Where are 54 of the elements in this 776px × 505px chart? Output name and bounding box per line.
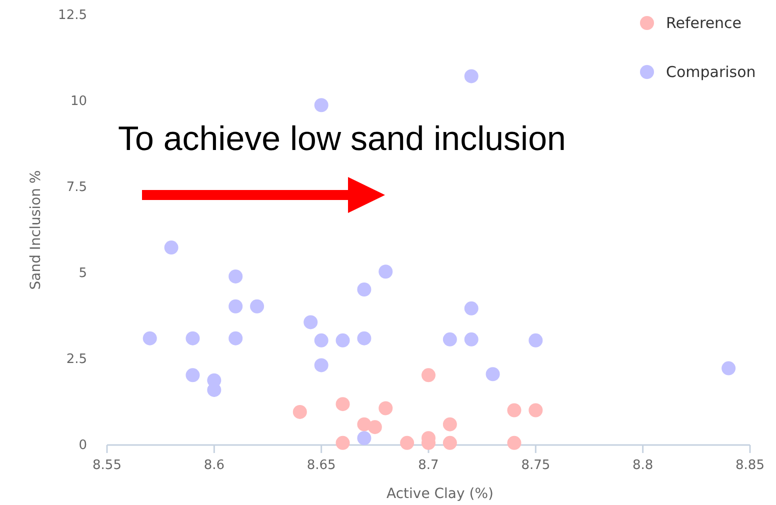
point bbox=[304, 315, 318, 330]
point bbox=[357, 431, 372, 446]
point bbox=[292, 404, 307, 419]
y-tick-label: 2.5 bbox=[66, 352, 87, 367]
point bbox=[228, 331, 243, 346]
point bbox=[464, 301, 478, 316]
point bbox=[357, 282, 372, 297]
point bbox=[442, 436, 457, 450]
x-axis-title: Active Clay (%) bbox=[386, 486, 494, 502]
y-tick-label: 0 bbox=[78, 438, 87, 453]
point bbox=[442, 417, 457, 432]
y-tick-label: 5 bbox=[78, 266, 87, 281]
x-tick-label: 8.75 bbox=[521, 458, 550, 473]
point bbox=[507, 436, 522, 450]
point bbox=[368, 420, 382, 434]
point bbox=[400, 436, 414, 450]
point bbox=[464, 332, 478, 346]
point bbox=[378, 264, 393, 279]
point bbox=[228, 299, 243, 314]
y-tick-label: 12.5 bbox=[58, 8, 87, 23]
point bbox=[357, 331, 372, 346]
y-tick-label: 7.5 bbox=[66, 180, 87, 195]
point bbox=[228, 269, 243, 284]
x-tick-label: 8.7 bbox=[418, 458, 439, 473]
y-axis-title: Sand Inclusion % bbox=[28, 170, 44, 290]
point bbox=[142, 331, 157, 346]
annotation: To achieve low sand inclusion bbox=[118, 120, 566, 158]
point bbox=[250, 299, 264, 314]
x-tick-label: 8.85 bbox=[736, 458, 764, 473]
point bbox=[314, 98, 328, 112]
point bbox=[528, 333, 543, 348]
point bbox=[464, 69, 478, 84]
point bbox=[378, 401, 393, 416]
point bbox=[442, 332, 457, 346]
point bbox=[336, 436, 350, 450]
point bbox=[422, 368, 436, 382]
point bbox=[486, 367, 500, 382]
point bbox=[722, 361, 736, 376]
point bbox=[186, 368, 200, 382]
point bbox=[314, 358, 328, 372]
x-tick-label: 8.6 bbox=[204, 458, 225, 473]
legend-label: Comparison bbox=[666, 63, 756, 81]
x-tick-label: 8.65 bbox=[306, 458, 336, 473]
y-tick-label: 10 bbox=[70, 94, 87, 109]
point bbox=[314, 333, 328, 348]
point bbox=[336, 397, 350, 412]
legend-label: Reference bbox=[666, 14, 742, 32]
point bbox=[507, 403, 522, 418]
x-tick-label: 8.8 bbox=[632, 458, 654, 473]
point bbox=[336, 333, 350, 348]
x-tick-label: 8.55 bbox=[92, 458, 122, 473]
point bbox=[528, 403, 543, 418]
point bbox=[164, 240, 178, 255]
point bbox=[186, 331, 200, 346]
